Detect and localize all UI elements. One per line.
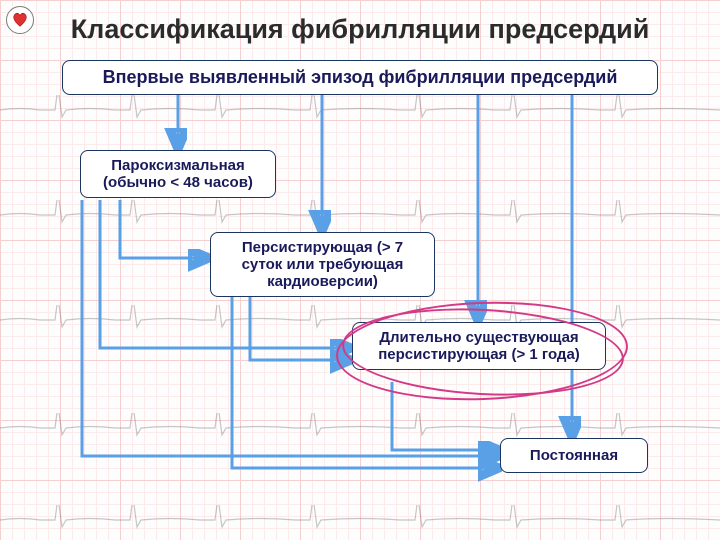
node-permanent: Постоянная bbox=[500, 438, 648, 473]
node-persistent: Персистирующая (> 7 суток или требующая … bbox=[210, 232, 435, 297]
node-first-episode: Впервые выявленный эпизод фибрилляции пр… bbox=[62, 60, 658, 95]
node-paroxysmal: Пароксизмальная (обычно < 48 часов) bbox=[80, 150, 276, 198]
slide: Классификация фибрилляции предсердий Впе… bbox=[0, 0, 720, 540]
ecg-trace-5 bbox=[0, 505, 720, 540]
node-long-persistent: Длительно существующая персистирующая (>… bbox=[352, 322, 606, 370]
slide-title: Классификация фибрилляции предсердий bbox=[0, 14, 720, 45]
